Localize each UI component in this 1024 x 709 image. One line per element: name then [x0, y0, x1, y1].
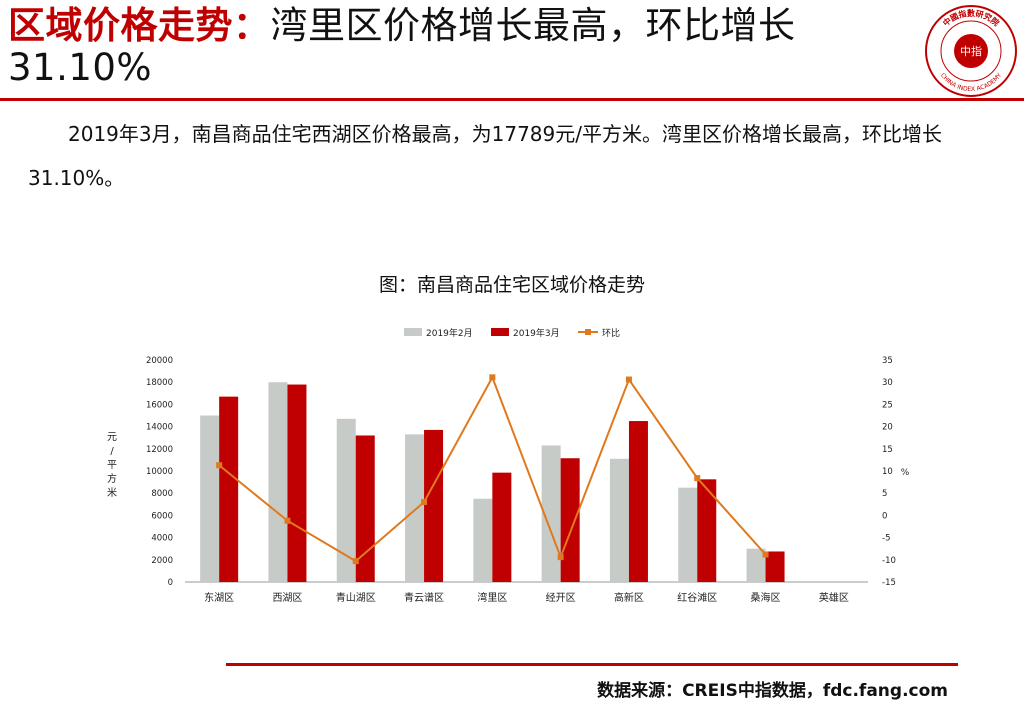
y-axis-label-char: 方	[107, 472, 117, 485]
y-tick-label: 10000	[146, 467, 173, 477]
mom-point-7	[694, 475, 701, 482]
x-category-label: 经开区	[546, 591, 576, 604]
bar-feb-8	[746, 548, 766, 582]
y-axis-label-char: 米	[107, 486, 117, 499]
x-category-label: 桑海区	[751, 591, 781, 604]
y2-tick-label: 0	[882, 511, 887, 521]
bar-mar-0	[219, 396, 239, 582]
y2-tick-label: -10	[882, 556, 896, 566]
x-category-label: 英雄区	[819, 591, 849, 604]
y2-tick-label: -5	[882, 534, 890, 544]
legend-label-feb: 2019年2月	[426, 327, 473, 339]
y2-tick-label: 15	[882, 445, 893, 455]
logo-center-text: 中指	[960, 44, 982, 58]
bar-mar-3	[424, 429, 444, 582]
y-tick-label: 12000	[146, 445, 173, 455]
bar-feb-5	[541, 445, 561, 582]
y2-tick-label: 10	[882, 467, 893, 477]
y-tick-label: 2000	[151, 556, 173, 566]
mom-point-3	[421, 499, 428, 506]
data-source: 数据来源：CREIS中指数据，fdc.fang.com	[597, 681, 948, 701]
y-axis-label-char: /	[110, 446, 114, 457]
mom-point-6	[625, 376, 632, 383]
y-axis-label-char: 元	[107, 432, 117, 443]
y-tick-label: 16000	[146, 400, 173, 410]
y2-tick-label: -15	[882, 578, 896, 588]
bar-mar-2	[355, 435, 375, 582]
x-category-label: 青山湖区	[336, 591, 376, 604]
mom-point-8	[762, 551, 769, 558]
bar-feb-3	[405, 434, 425, 582]
y2-tick-label: 35	[882, 356, 893, 366]
y-tick-label: 6000	[151, 511, 173, 521]
y-tick-label: 4000	[151, 534, 173, 544]
x-category-label: 西湖区	[272, 592, 302, 604]
legend-marker-mom	[585, 329, 591, 335]
y2-tick-label: 5	[882, 489, 887, 499]
x-category-label: 青云谱区	[404, 591, 444, 604]
y2-tick-label: 30	[882, 378, 893, 388]
bar-feb-0	[200, 415, 220, 582]
y-tick-label: 18000	[146, 378, 173, 388]
y-tick-label: 20000	[146, 356, 173, 366]
mom-point-1	[284, 517, 291, 524]
title-percentage: 31.10%	[8, 46, 153, 89]
title-rest: 湾里区价格增长最高，环比增长	[270, 4, 796, 47]
mom-point-4	[489, 374, 496, 381]
y2-tick-label: 25	[882, 400, 893, 410]
bar-mar-1	[287, 384, 307, 582]
legend-label-mom: 环比	[602, 327, 620, 339]
title-divider	[0, 98, 1024, 101]
bar-feb-4	[473, 498, 493, 582]
y2-tick-label: 20	[882, 423, 893, 433]
page-header: 区域价格走势：湾里区价格增长最高，环比增长 31.10%	[8, 4, 908, 88]
bar-feb-2	[336, 418, 356, 582]
y-tick-label: 8000	[151, 489, 173, 499]
bar-mar-8	[765, 551, 785, 582]
mom-point-2	[352, 558, 359, 565]
legend-label-mar: 2019年3月	[513, 327, 560, 339]
bar-mar-7	[697, 479, 717, 582]
summary-paragraph: 2019年3月，南昌商品住宅西湖区价格最高，为17789元/平方米。湾里区价格增…	[28, 122, 942, 190]
x-category-label: 红谷滩区	[677, 591, 717, 604]
bar-mar-5	[560, 458, 580, 582]
bar-mar-4	[492, 472, 512, 582]
legend-swatch-mar	[491, 328, 509, 336]
x-category-label: 高新区	[614, 591, 644, 604]
bar-feb-1	[268, 382, 288, 582]
mom-point-0	[216, 462, 223, 469]
mom-point-5	[557, 554, 564, 561]
y-tick-label: 0	[168, 578, 173, 588]
bar-feb-6	[609, 458, 629, 582]
title-highlight: 区域价格走势：	[8, 4, 271, 47]
x-category-label: 东湖区	[204, 591, 234, 604]
china-index-academy-logo: 中國指數研究院 CHINA INDEX ACADEMY 中指	[925, 5, 1017, 97]
x-category-label: 湾里区	[477, 591, 507, 604]
bar-feb-7	[678, 487, 698, 582]
page-title: 区域价格走势：湾里区价格增长最高，环比增长 31.10%	[8, 4, 908, 88]
bar-mar-6	[628, 421, 648, 582]
chart-title: 图：南昌商品住宅区域价格走势	[378, 274, 645, 296]
legend-swatch-feb	[404, 328, 422, 336]
y-axis-label-char: 平	[107, 460, 117, 471]
y2-axis-label: %	[901, 468, 910, 478]
y-tick-label: 14000	[146, 423, 173, 433]
footer-divider	[226, 663, 958, 666]
